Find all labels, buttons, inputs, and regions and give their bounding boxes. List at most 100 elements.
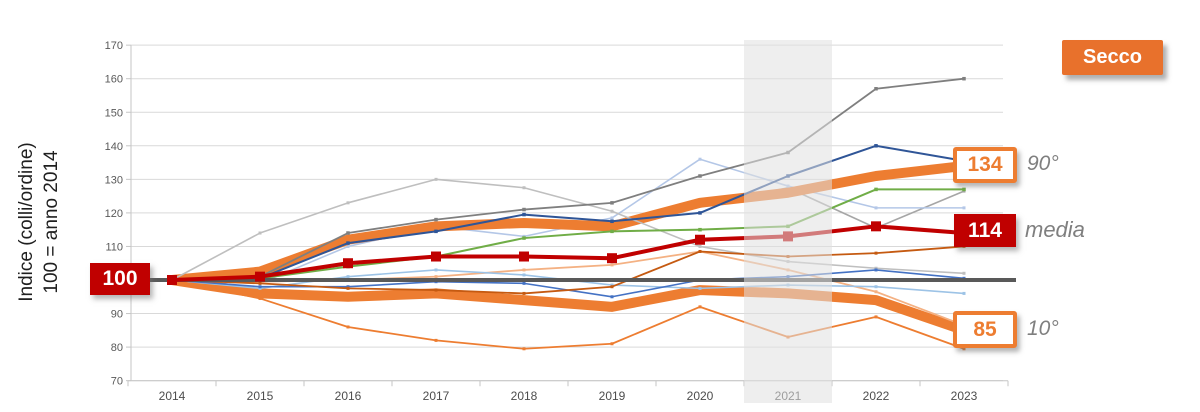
data-point-marker [522, 207, 526, 212]
media-suffix-label: media [1025, 217, 1085, 242]
p90-value-label: 134 [967, 153, 1003, 176]
data-point-marker [519, 251, 529, 262]
data-point-marker [695, 234, 705, 245]
x-year-label: 2016 [335, 389, 362, 403]
y-tick-label: 130 [105, 174, 123, 186]
data-point-marker [874, 290, 878, 294]
data-point-marker [167, 275, 177, 285]
data-point-marker [610, 201, 614, 205]
data-point-marker [346, 244, 350, 248]
data-point-marker [522, 268, 526, 272]
data-point-marker [698, 157, 702, 161]
y-tick-label: 140 [105, 141, 123, 153]
data-point-marker [962, 206, 966, 210]
start-value-box: 100 [90, 263, 150, 295]
data-point-marker [346, 285, 350, 289]
data-point-marker [610, 209, 614, 213]
data-point-marker [698, 174, 702, 178]
secco-badge: Secco [1062, 40, 1163, 75]
data-point-marker [258, 296, 262, 300]
data-point-marker [346, 241, 350, 245]
data-point-marker [871, 221, 881, 232]
secco-badge-label: Secco [1083, 46, 1142, 68]
y-tick-label: 170 [105, 40, 123, 52]
x-year-label: 2014 [159, 389, 186, 403]
data-point-marker [258, 285, 262, 289]
data-point-marker [346, 275, 350, 279]
data-point-marker [434, 217, 438, 222]
data-point-marker [346, 201, 350, 205]
data-point-marker [874, 285, 878, 289]
p10-value-box: 85 [953, 311, 1017, 348]
media-value-label: 114 [968, 218, 1002, 242]
data-point-marker [610, 263, 614, 267]
data-point-marker [874, 251, 878, 255]
data-point-marker [874, 87, 878, 91]
data-point-marker [522, 236, 526, 240]
x-year-label: 2022 [863, 389, 890, 403]
start-value-label: 100 [102, 267, 138, 290]
data-point-marker [610, 216, 614, 220]
chart-canvas: 170 160 150 140 130 120 110 100 90 80 70 2014 2015 20… [105, 40, 1016, 403]
data-point-marker [255, 271, 265, 282]
data-point-marker [258, 281, 262, 285]
y-tick-label: 80 [111, 342, 123, 354]
data-point-marker [434, 177, 438, 181]
highlight-column-2021 [744, 40, 832, 403]
y-tick-label: 160 [105, 74, 123, 86]
data-point-marker [434, 288, 438, 292]
p10-value-label: 85 [973, 317, 997, 341]
data-point-marker [874, 206, 878, 210]
data-point-marker [522, 273, 526, 277]
data-point-marker [610, 295, 614, 299]
data-point-marker [874, 144, 878, 148]
data-point-marker [343, 258, 353, 269]
data-point-marker [962, 347, 966, 351]
x-axis-year-labels: 2014201520162017201820192020202120222023 [159, 389, 978, 403]
data-point-marker [698, 244, 702, 248]
data-point-marker [610, 283, 614, 287]
data-point-marker [698, 249, 702, 253]
y-axis-tick-labels: 170160150140130120110100908070 [105, 40, 123, 388]
data-point-marker [346, 231, 350, 235]
data-point-marker [610, 285, 614, 289]
data-point-marker [962, 187, 966, 192]
y-tick-label: 90 [111, 309, 123, 321]
data-point-marker [522, 347, 526, 351]
data-point-marker [874, 315, 878, 319]
data-point-marker [258, 231, 262, 235]
data-point-marker [258, 286, 262, 290]
data-point-marker [434, 229, 438, 234]
data-point-marker [522, 281, 526, 285]
data-point-marker [610, 219, 614, 224]
data-point-marker [610, 342, 614, 346]
y-axis-title-line2: 100 = anno 2014 [41, 150, 62, 294]
gridlines [126, 44, 1003, 382]
data-point-marker [434, 275, 438, 279]
x-year-label: 2017 [423, 389, 450, 403]
p90-value-box: 134 [953, 147, 1017, 183]
data-point-marker [698, 211, 702, 215]
data-point-marker [346, 286, 350, 290]
data-point-marker [346, 325, 350, 329]
y-tick-label: 70 [111, 376, 123, 388]
y-axis-title-line1: Indice (colli/ordine) [16, 142, 37, 302]
data-point-marker [434, 338, 438, 342]
media-value-box: 114 [954, 214, 1016, 247]
data-point-marker [434, 268, 438, 272]
data-point-marker [962, 291, 966, 295]
data-point-marker [962, 271, 966, 275]
series-percentile-10 [167, 275, 969, 336]
x-year-label: 2023 [951, 389, 978, 403]
data-point-marker [962, 76, 966, 81]
data-point-marker [698, 305, 702, 309]
data-point-marker [874, 187, 878, 192]
data-point-marker [874, 268, 878, 272]
x-year-label: 2018 [511, 389, 538, 403]
x-year-label: 2019 [599, 389, 626, 403]
y-tick-label: 120 [105, 208, 123, 220]
y-tick-label: 110 [105, 241, 123, 253]
data-point-marker [698, 227, 702, 232]
x-year-label: 2015 [247, 389, 274, 403]
